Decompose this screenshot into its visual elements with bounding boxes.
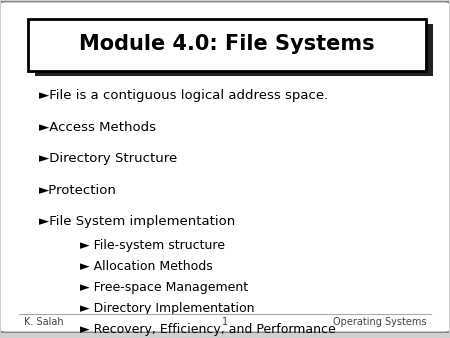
Text: ► Free-space Management: ► Free-space Management <box>80 281 248 294</box>
FancyBboxPatch shape <box>28 19 426 71</box>
Text: ► File-system structure: ► File-system structure <box>80 239 225 252</box>
Text: ► Allocation Methods: ► Allocation Methods <box>80 260 212 273</box>
FancyBboxPatch shape <box>35 24 433 76</box>
Text: K. Salah: K. Salah <box>24 317 63 327</box>
Text: Module 4.0: File Systems: Module 4.0: File Systems <box>79 34 375 54</box>
Text: ►Directory Structure: ►Directory Structure <box>40 152 178 165</box>
Text: 1: 1 <box>222 317 228 327</box>
Text: ► Directory Implementation: ► Directory Implementation <box>80 302 254 315</box>
Text: ►Access Methods: ►Access Methods <box>40 121 157 134</box>
Text: ►File is a contiguous logical address space.: ►File is a contiguous logical address sp… <box>40 89 328 102</box>
Text: ► Recovery, Efficiency, and Performance: ► Recovery, Efficiency, and Performance <box>80 323 335 336</box>
Text: Operating Systems: Operating Systems <box>333 317 426 327</box>
Text: ►Protection: ►Protection <box>40 184 117 197</box>
Text: ►File System implementation: ►File System implementation <box>40 215 236 228</box>
